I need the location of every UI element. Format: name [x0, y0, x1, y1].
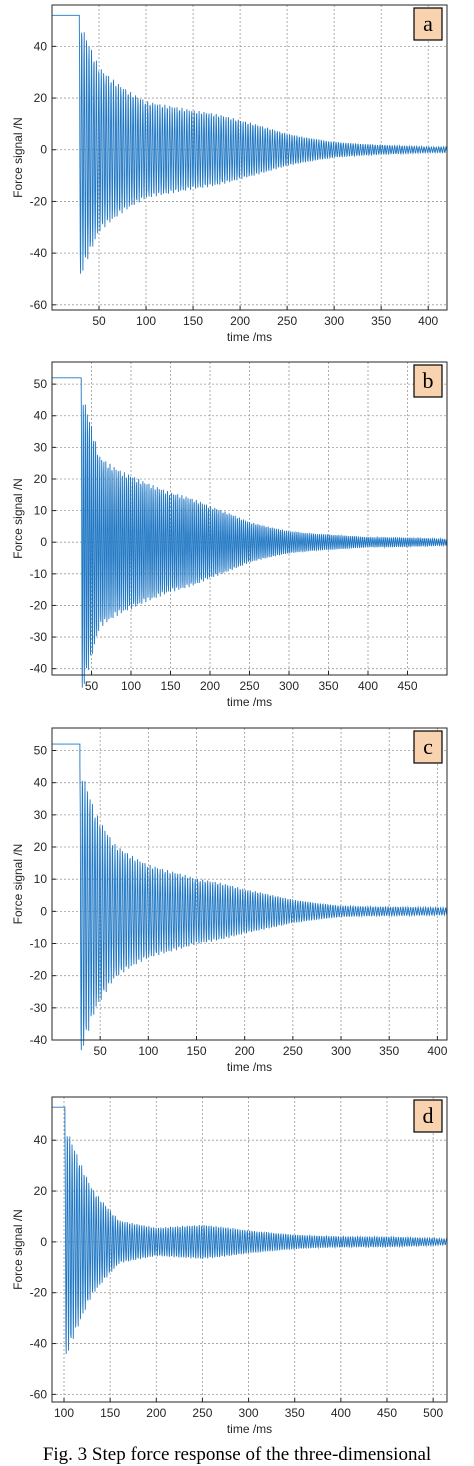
x-tick-label: 100	[121, 679, 141, 693]
x-tick-label: 250	[192, 1406, 212, 1420]
x-axis-label: time /ms	[227, 1422, 272, 1436]
x-tick-label: 150	[186, 1044, 206, 1058]
x-tick-label: 350	[285, 1406, 305, 1420]
y-tick-label: -40	[30, 662, 48, 676]
y-tick-label: 40	[34, 776, 48, 790]
x-tick-label: 450	[397, 679, 417, 693]
y-tick-label: -20	[30, 194, 48, 208]
y-tick-label: 50	[34, 744, 48, 758]
y-axis-label: Force signal /N	[11, 478, 25, 559]
y-tick-label: -40	[30, 246, 48, 260]
x-tick-label: 200	[200, 679, 220, 693]
y-tick-label: 50	[34, 377, 48, 391]
y-tick-label: -20	[30, 1286, 48, 1300]
plot-area	[51, 1096, 448, 1403]
panel-label: b	[423, 368, 434, 393]
y-tick-label: 20	[34, 840, 48, 854]
y-tick-label: -30	[30, 630, 48, 644]
x-tick-label: 200	[146, 1406, 166, 1420]
y-tick-label: -40	[30, 1337, 48, 1351]
x-tick-label: 350	[318, 679, 338, 693]
y-tick-label: -10	[30, 937, 48, 951]
panel-label: a	[423, 11, 433, 36]
y-axis-label: Force signal /N	[11, 844, 25, 925]
x-tick-label: 200	[235, 1044, 255, 1058]
chart-panel-d: 100 150 200 250 300 350 400 450 500 -60 -40 -20 0 20 4…	[11, 1096, 448, 1436]
x-tick-label: 400	[427, 1044, 447, 1058]
x-tick-label: 100	[138, 1044, 158, 1058]
y-tick-label: 30	[34, 440, 48, 454]
chart-panel-b: 50 100 150 200 250 300 350 400 450 -40 -30 -20 -10 0 1…	[11, 361, 448, 709]
x-tick-label: 250	[283, 1044, 303, 1058]
x-tick-label: 400	[418, 314, 438, 328]
figure-caption: Fig. 3 Step force response of the three-…	[43, 1444, 431, 1465]
y-tick-label: -10	[30, 567, 48, 581]
panel-label-box	[413, 7, 443, 41]
panel-label-box	[413, 730, 443, 764]
plot-frame	[51, 727, 448, 1041]
plot-frame	[51, 4, 448, 311]
y-tick-label: 20	[34, 1184, 48, 1198]
y-tick-label: 10	[34, 872, 48, 886]
x-tick-label: 400	[331, 1406, 351, 1420]
y-tick-label: 40	[34, 39, 48, 53]
x-tick-label: 150	[100, 1406, 120, 1420]
y-tick-label: -20	[30, 969, 48, 983]
x-tick-label: 350	[371, 314, 391, 328]
x-tick-label: 150	[160, 679, 180, 693]
x-axis-label: time /ms	[227, 695, 272, 709]
y-tick-label: -60	[30, 1387, 48, 1401]
x-tick-label: 50	[92, 314, 106, 328]
y-tick-label: 0	[40, 1235, 47, 1249]
force-signal-series	[52, 14, 448, 274]
panel-label-box	[413, 1099, 443, 1133]
x-axis-label: time /ms	[227, 330, 272, 344]
panel-label-box	[413, 364, 443, 398]
y-tick-label: 40	[34, 409, 48, 423]
x-tick-label: 250	[277, 314, 297, 328]
plot-area	[51, 727, 448, 1041]
y-tick-label: 0	[40, 904, 47, 918]
y-axis-label: Force signal /N	[11, 117, 25, 198]
y-tick-label: 0	[40, 143, 47, 157]
x-tick-label: 500	[423, 1406, 443, 1420]
x-tick-label: 150	[183, 314, 203, 328]
force-signal-series	[52, 1106, 448, 1355]
y-tick-label: -40	[30, 1033, 48, 1047]
y-tick-label: 10	[34, 504, 48, 518]
x-tick-label: 100	[54, 1406, 74, 1420]
y-tick-label: 20	[34, 91, 48, 105]
y-tick-label: -60	[30, 298, 48, 312]
x-axis-label: time /ms	[227, 1060, 272, 1074]
plot-frame	[51, 1096, 448, 1403]
force-signal-series	[52, 377, 448, 688]
y-tick-label: 0	[40, 535, 47, 549]
force-signal-series	[52, 743, 448, 1051]
x-tick-label: 300	[331, 1044, 351, 1058]
x-tick-label: 250	[239, 679, 259, 693]
x-tick-label: 450	[377, 1406, 397, 1420]
x-tick-label: 300	[324, 314, 344, 328]
x-tick-label: 400	[358, 679, 378, 693]
y-tick-label: 40	[34, 1133, 48, 1147]
chart-panels: 50 100 150 200 250 300 350 400-60-40-2002040tim…	[11, 4, 448, 1436]
x-tick-label: 200	[230, 314, 250, 328]
chart-panel-a: 50 100 150 200 250 300 350 400 -60 -40 -20 0 20 40 tim…	[11, 4, 448, 344]
panel-label: d	[423, 1103, 434, 1128]
x-tick-label: 300	[239, 1406, 259, 1420]
x-tick-label: 50	[93, 1044, 107, 1058]
y-tick-label: -20	[30, 598, 48, 612]
x-tick-label: 300	[279, 679, 299, 693]
x-tick-label: 350	[379, 1044, 399, 1058]
panel-label: c	[423, 734, 433, 759]
x-tick-label: 100	[136, 314, 156, 328]
x-tick-label: 50	[85, 679, 99, 693]
y-tick-label: 30	[34, 808, 48, 822]
y-tick-label: -30	[30, 1001, 48, 1015]
y-axis-label: Force signal /N	[11, 1209, 25, 1290]
y-tick-label: 20	[34, 472, 48, 486]
chart-panel-c: 50 100 150 200 250 300 350 400 -40 -30 -20 -10 0 10 20…	[11, 727, 448, 1074]
